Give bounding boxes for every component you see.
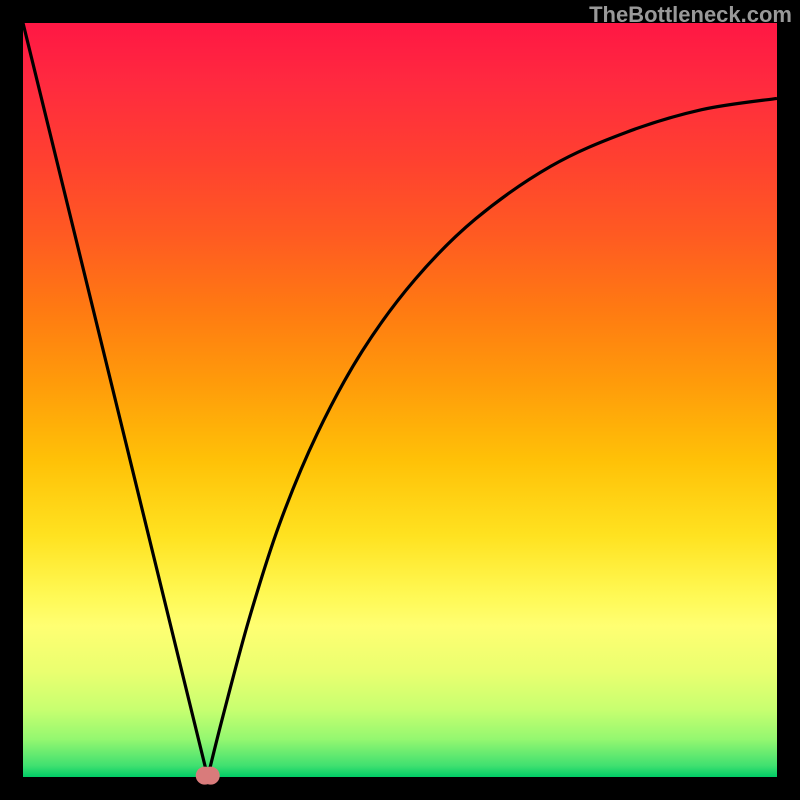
min-marker <box>196 767 220 785</box>
chart-container: TheBottleneck.com <box>0 0 800 800</box>
chart-background <box>23 23 777 777</box>
chart-svg <box>0 0 800 800</box>
watermark-text: TheBottleneck.com <box>589 2 792 28</box>
